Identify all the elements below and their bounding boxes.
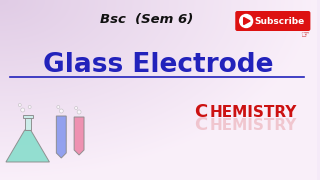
Text: HEMISTRY: HEMISTRY [210, 118, 297, 132]
Circle shape [18, 103, 21, 107]
Text: Bsc  (Sem 6): Bsc (Sem 6) [100, 12, 193, 26]
Circle shape [240, 15, 252, 28]
Polygon shape [244, 17, 250, 24]
Polygon shape [6, 130, 49, 162]
Circle shape [28, 105, 31, 109]
Text: Subscribe: Subscribe [255, 17, 305, 26]
Circle shape [75, 107, 77, 109]
Polygon shape [23, 115, 33, 118]
Circle shape [59, 109, 63, 113]
Text: ☞: ☞ [300, 30, 309, 40]
Circle shape [57, 105, 60, 109]
Circle shape [77, 110, 81, 114]
Polygon shape [25, 118, 31, 130]
Text: Glass Electrode: Glass Electrode [43, 52, 273, 78]
Text: C: C [194, 103, 208, 121]
Polygon shape [74, 117, 84, 155]
Text: C: C [194, 116, 208, 134]
Polygon shape [56, 116, 66, 158]
Circle shape [21, 108, 25, 112]
Text: HEMISTRY: HEMISTRY [210, 105, 297, 120]
FancyBboxPatch shape [235, 11, 310, 31]
